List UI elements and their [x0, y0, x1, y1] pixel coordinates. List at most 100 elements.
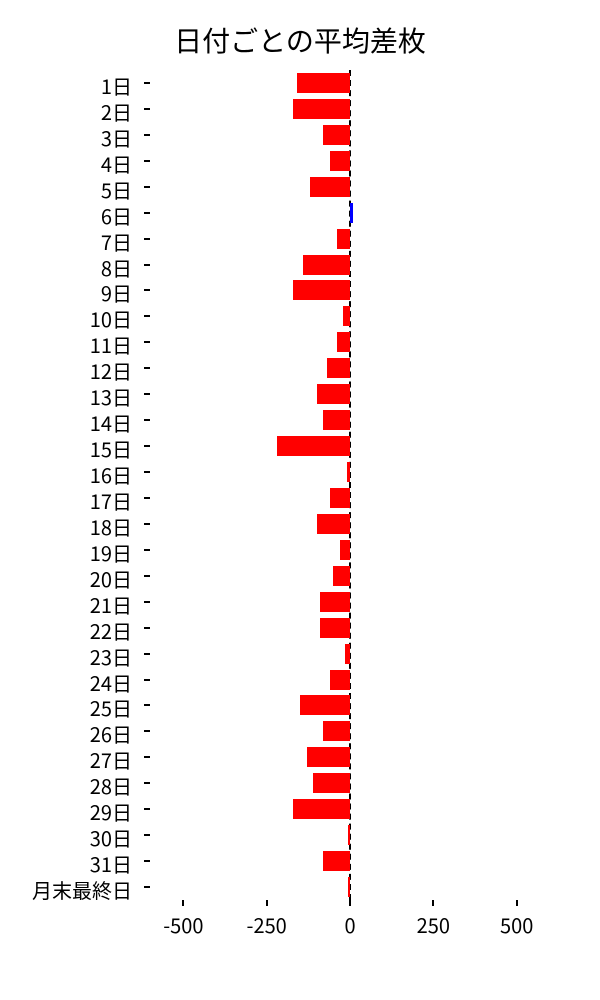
y-tick-mark [144, 212, 150, 214]
y-tick-mark [144, 419, 150, 421]
x-tick-label: -500 [163, 910, 203, 939]
x-tick-mark [182, 900, 184, 906]
bar [323, 851, 350, 871]
y-tick-label: 8日 [0, 253, 132, 282]
y-tick-mark [144, 834, 150, 836]
bar [317, 514, 350, 534]
bar [303, 255, 350, 275]
y-tick-label: 14日 [0, 408, 132, 437]
y-tick-label: 1日 [0, 71, 132, 100]
y-tick-mark [144, 445, 150, 447]
bar [348, 877, 350, 897]
y-tick-label: 30日 [0, 823, 132, 852]
x-tick-mark [516, 900, 518, 906]
y-tick-mark [144, 808, 150, 810]
bar [337, 229, 350, 249]
y-tick-mark [144, 782, 150, 784]
y-tick-label: 18日 [0, 512, 132, 541]
y-tick-label: 23日 [0, 642, 132, 671]
bar [323, 125, 350, 145]
bar [293, 99, 350, 119]
bar [327, 358, 350, 378]
y-tick-label: 31日 [0, 849, 132, 878]
y-tick-label: 19日 [0, 538, 132, 567]
y-tick-mark [144, 367, 150, 369]
y-tick-mark [144, 860, 150, 862]
bar [277, 436, 350, 456]
bar [323, 721, 350, 741]
y-tick-mark [144, 497, 150, 499]
bar [320, 592, 350, 612]
y-tick-mark [144, 730, 150, 732]
y-tick-mark [144, 601, 150, 603]
bar [343, 306, 350, 326]
y-tick-mark [144, 679, 150, 681]
x-tick-mark [432, 900, 434, 906]
y-tick-mark [144, 627, 150, 629]
y-tick-label: 2日 [0, 97, 132, 126]
x-tick-label: 250 [417, 910, 450, 939]
y-tick-label: 17日 [0, 486, 132, 515]
bar [347, 462, 350, 482]
y-tick-label: 27日 [0, 745, 132, 774]
y-tick-mark [144, 523, 150, 525]
y-tick-mark [144, 341, 150, 343]
y-tick-label: 16日 [0, 460, 132, 489]
bar [337, 332, 350, 352]
y-tick-mark [144, 471, 150, 473]
y-tick-mark [144, 756, 150, 758]
bar [300, 695, 350, 715]
bar [333, 566, 350, 586]
x-tick-label: 0 [344, 910, 355, 939]
y-tick-mark [144, 704, 150, 706]
bar [307, 747, 350, 767]
bar [313, 773, 350, 793]
bar [293, 280, 350, 300]
y-tick-label: 15日 [0, 434, 132, 463]
x-tick-mark [266, 900, 268, 906]
y-tick-label: 20日 [0, 564, 132, 593]
bar [330, 151, 350, 171]
y-tick-label: 月末最終日 [0, 875, 132, 904]
y-tick-mark [144, 82, 150, 84]
y-tick-label: 13日 [0, 382, 132, 411]
bar [340, 540, 350, 560]
x-tick-label: 500 [500, 910, 533, 939]
y-tick-label: 9日 [0, 278, 132, 307]
y-tick-label: 5日 [0, 175, 132, 204]
y-tick-mark [144, 289, 150, 291]
y-tick-mark [144, 653, 150, 655]
chart-title: 日付ごとの平均差枚 [0, 20, 600, 60]
y-tick-label: 29日 [0, 797, 132, 826]
y-tick-mark [144, 886, 150, 888]
y-tick-label: 10日 [0, 304, 132, 333]
y-tick-mark [144, 315, 150, 317]
y-tick-mark [144, 134, 150, 136]
x-tick-label: -250 [247, 910, 287, 939]
chart-canvas: 日付ごとの平均差枚 1日2日3日4日5日6日7日8日9日10日11日12日13日… [0, 0, 600, 1000]
y-tick-label: 25日 [0, 693, 132, 722]
plot-area [150, 70, 550, 900]
y-tick-mark [144, 549, 150, 551]
y-tick-label: 22日 [0, 616, 132, 645]
y-tick-mark [144, 575, 150, 577]
bar [293, 799, 350, 819]
y-tick-label: 7日 [0, 227, 132, 256]
y-tick-label: 11日 [0, 330, 132, 359]
bar [348, 825, 350, 845]
y-tick-mark [144, 264, 150, 266]
bar [330, 488, 350, 508]
y-tick-label: 26日 [0, 719, 132, 748]
y-tick-mark [144, 238, 150, 240]
x-tick-mark [349, 900, 351, 906]
bar [330, 670, 350, 690]
y-tick-mark [144, 186, 150, 188]
y-tick-mark [144, 108, 150, 110]
y-tick-label: 4日 [0, 149, 132, 178]
bar [345, 644, 350, 664]
bar [323, 410, 350, 430]
bar [320, 618, 350, 638]
y-tick-mark [144, 393, 150, 395]
y-tick-mark [144, 160, 150, 162]
y-tick-label: 24日 [0, 668, 132, 697]
